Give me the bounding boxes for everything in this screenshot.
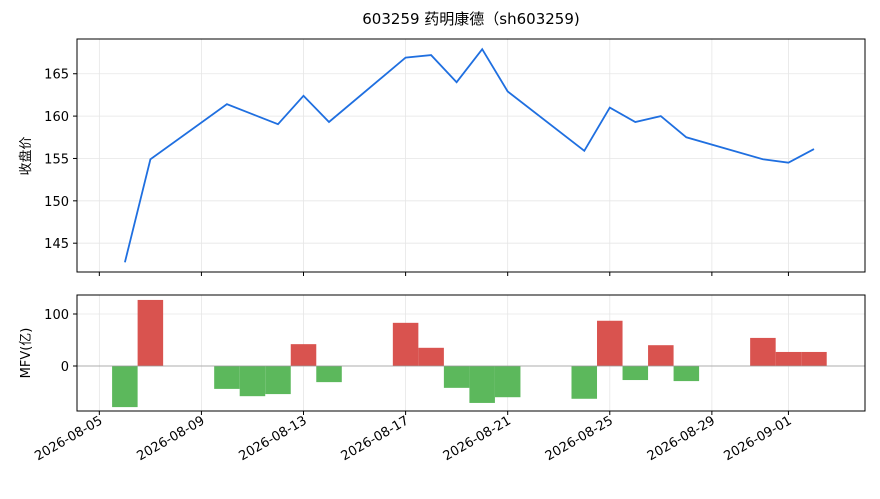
x-tick-label: 2026-09-01 [721,413,794,464]
x-tick-label: 2026-08-09 [134,413,207,464]
price-line [124,47,815,263]
bar [775,351,802,367]
bar [597,320,623,367]
bar [494,366,521,398]
y-axis-label: MFV(亿) [19,328,34,379]
bar [418,347,444,367]
x-tick-label: 2026-08-13 [237,413,310,464]
x-tick-label: 2026-08-29 [645,413,718,464]
y-tick-label: 165 [44,68,69,83]
bar [571,366,598,399]
bar [648,345,674,367]
y-tick-label: 100 [44,308,69,323]
x-tick-label: 2026-08-17 [339,413,412,464]
y-tick-label: 155 [44,152,69,167]
x-tick-label: 2026-08-05 [32,413,105,464]
bar [443,366,470,388]
plot-frame [76,294,866,412]
x-tick-label: 2026-08-21 [441,413,514,464]
bar [137,299,164,367]
bar [469,366,495,403]
bar [392,322,419,367]
x-tick-label: 2026-08-25 [543,413,616,464]
chart-title: 603259 药明康德（sh603259) [362,10,579,28]
bar [239,366,266,397]
y-tick-label: 0 [61,360,69,375]
bar [673,366,700,382]
bar [290,344,317,367]
bar [214,366,240,389]
y-tick-label: 160 [44,110,69,125]
bar [316,366,342,383]
plot-frame [76,38,866,273]
bar [622,366,649,381]
bar [801,351,827,367]
y-axis-label: 收盘价 [18,136,34,175]
y-tick-label: 145 [44,237,69,252]
bar [750,337,776,367]
bar [112,366,138,408]
bar [265,366,291,395]
y-tick-label: 150 [44,195,69,210]
